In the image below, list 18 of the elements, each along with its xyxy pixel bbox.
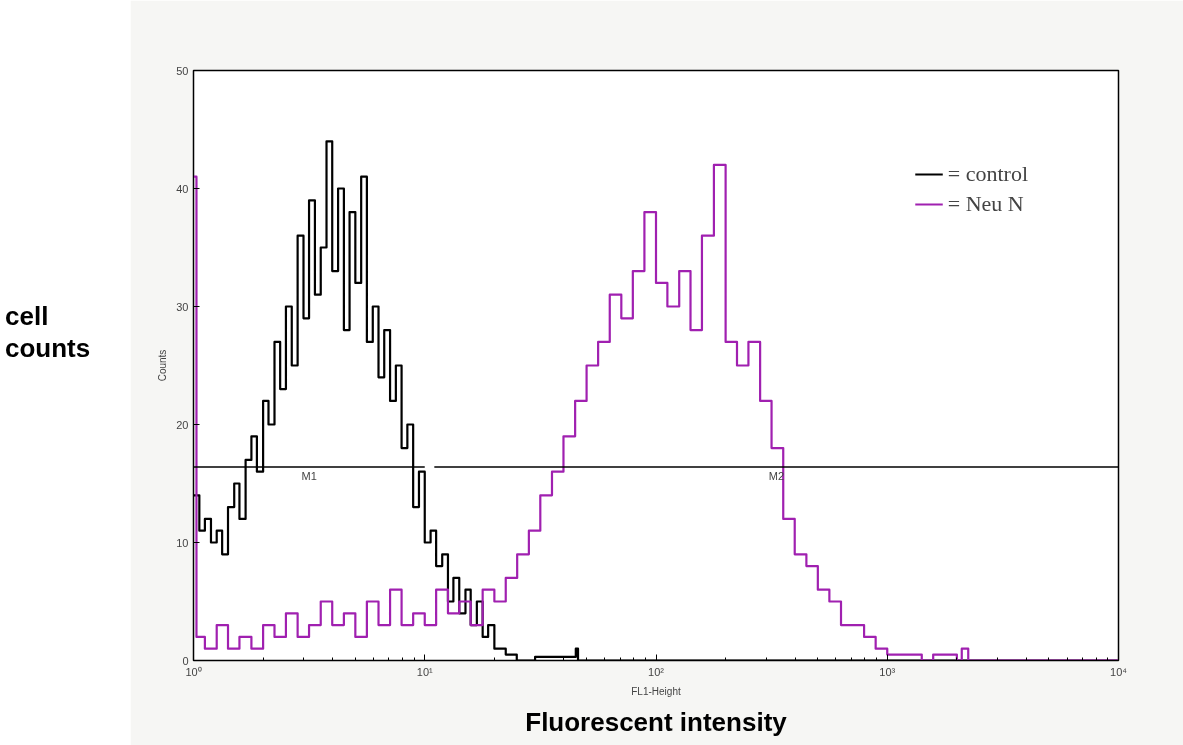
x-tick-label: 10²	[648, 665, 665, 678]
legend-label: = control	[947, 161, 1028, 187]
x-tick-label: 10¹	[416, 665, 434, 678]
y-tick-label: 40	[176, 182, 189, 195]
y-tick-label: 50	[176, 64, 189, 77]
legend-label: = Neu N	[947, 191, 1024, 217]
x-tick-label: 10⁴	[1110, 665, 1128, 678]
text: Fluorescent intensity	[525, 706, 788, 737]
y-tick-label: 0	[182, 654, 189, 667]
y-axis-title: Counts	[157, 349, 169, 382]
x-axis-title: FL1-Height	[631, 685, 681, 697]
x-tick-label: 10⁰	[185, 665, 202, 678]
series-label: M1	[301, 469, 317, 482]
x-tick-label: 10³	[879, 665, 896, 678]
y-tick-label: 30	[176, 300, 189, 313]
y-tick-label: 20	[176, 418, 189, 431]
text: cell counts	[5, 300, 91, 364]
y-tick-label: 10	[176, 536, 189, 549]
